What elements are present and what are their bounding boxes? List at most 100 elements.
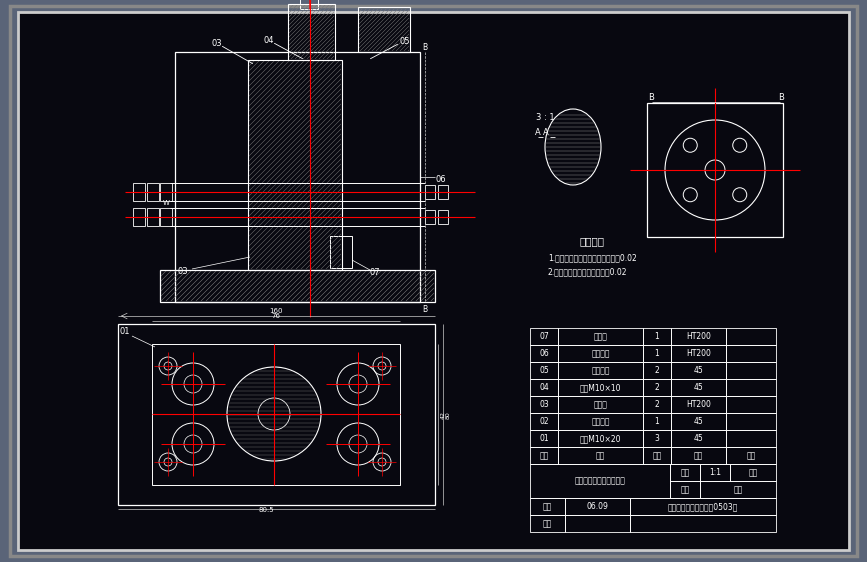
Bar bbox=[700, 464, 730, 481]
Bar bbox=[152, 344, 400, 485]
Bar bbox=[530, 515, 565, 532]
Text: 技术要求: 技术要求 bbox=[579, 236, 604, 246]
Bar bbox=[358, 7, 410, 52]
Bar bbox=[530, 447, 558, 464]
Text: 卡具帧: 卡具帧 bbox=[594, 332, 608, 341]
Text: B: B bbox=[648, 93, 654, 102]
Bar bbox=[558, 396, 643, 413]
Text: B: B bbox=[422, 305, 427, 314]
Bar bbox=[558, 430, 643, 447]
Text: 材料: 材料 bbox=[694, 451, 703, 460]
Bar bbox=[643, 379, 671, 396]
Bar bbox=[558, 413, 643, 430]
Text: 制图: 制图 bbox=[543, 502, 552, 511]
Text: HT200: HT200 bbox=[686, 349, 711, 358]
Text: 04: 04 bbox=[264, 36, 275, 45]
Bar bbox=[643, 413, 671, 430]
Bar bbox=[726, 362, 776, 379]
Bar bbox=[726, 328, 776, 345]
Text: 定位心轴: 定位心轴 bbox=[591, 417, 610, 426]
Bar bbox=[160, 270, 435, 302]
Text: W: W bbox=[163, 200, 170, 206]
Text: A: A bbox=[535, 128, 541, 137]
Bar bbox=[671, 413, 726, 430]
Text: 45: 45 bbox=[694, 366, 703, 375]
Text: 76: 76 bbox=[271, 313, 281, 319]
Bar bbox=[147, 208, 159, 226]
Bar bbox=[671, 396, 726, 413]
Text: 42: 42 bbox=[441, 411, 446, 419]
Bar bbox=[530, 328, 558, 345]
Text: 2.定位心轴与定应面水平度为0.02: 2.定位心轴与定应面水平度为0.02 bbox=[548, 267, 628, 276]
Text: 辫丁M10×20: 辫丁M10×20 bbox=[580, 434, 622, 443]
Bar bbox=[730, 464, 776, 481]
Bar bbox=[726, 396, 776, 413]
Bar bbox=[147, 183, 159, 201]
Text: 45: 45 bbox=[694, 417, 703, 426]
Text: 2: 2 bbox=[655, 383, 660, 392]
Bar bbox=[118, 324, 435, 505]
Text: B: B bbox=[422, 43, 427, 52]
Bar bbox=[438, 210, 448, 224]
Bar bbox=[530, 345, 558, 362]
Text: 1.快換钒套中心与定应面垂直度为0.02: 1.快換钒套中心与定应面垂直度为0.02 bbox=[548, 253, 636, 262]
Bar bbox=[726, 413, 776, 430]
Bar bbox=[330, 236, 352, 268]
Bar bbox=[558, 379, 643, 396]
Text: 名称: 名称 bbox=[596, 451, 605, 460]
Bar bbox=[630, 515, 776, 532]
Bar bbox=[670, 464, 700, 481]
Bar bbox=[671, 328, 726, 345]
Text: 辫丁M10×10: 辫丁M10×10 bbox=[580, 383, 622, 392]
Text: 02: 02 bbox=[539, 417, 549, 426]
Bar bbox=[438, 185, 448, 199]
Bar bbox=[530, 396, 558, 413]
Bar bbox=[133, 183, 145, 201]
Bar bbox=[671, 379, 726, 396]
Text: 1:1: 1:1 bbox=[709, 468, 721, 477]
Bar bbox=[558, 328, 643, 345]
Text: B: B bbox=[778, 93, 784, 102]
Bar bbox=[643, 447, 671, 464]
Text: 01: 01 bbox=[539, 434, 549, 443]
Bar bbox=[726, 447, 776, 464]
Bar bbox=[530, 413, 558, 430]
Bar bbox=[530, 464, 670, 498]
Bar bbox=[160, 183, 172, 201]
Text: 07: 07 bbox=[539, 332, 549, 341]
Bar bbox=[133, 208, 145, 226]
Bar bbox=[300, 0, 318, 9]
Text: 1: 1 bbox=[655, 349, 660, 358]
Bar bbox=[288, 4, 335, 60]
Bar bbox=[671, 362, 726, 379]
Text: 序号: 序号 bbox=[539, 451, 549, 460]
Bar bbox=[630, 498, 776, 515]
Text: 审核: 审核 bbox=[543, 519, 552, 528]
Bar bbox=[530, 379, 558, 396]
Text: 07: 07 bbox=[370, 268, 381, 277]
Text: 45: 45 bbox=[694, 434, 703, 443]
Text: 03: 03 bbox=[539, 400, 549, 409]
Text: 06: 06 bbox=[436, 174, 447, 184]
Bar bbox=[643, 328, 671, 345]
Bar bbox=[530, 362, 558, 379]
Bar bbox=[425, 210, 435, 224]
Text: 45: 45 bbox=[694, 383, 703, 392]
Text: 安装: 安装 bbox=[748, 468, 758, 477]
Bar bbox=[643, 345, 671, 362]
Text: 05: 05 bbox=[539, 366, 549, 375]
Bar bbox=[643, 430, 671, 447]
Bar bbox=[530, 498, 565, 515]
Text: 05: 05 bbox=[400, 37, 410, 46]
Text: 调试: 调试 bbox=[733, 485, 743, 494]
Bar bbox=[726, 430, 776, 447]
Text: 导套套: 导套套 bbox=[594, 400, 608, 409]
Text: 开口垆圈: 开口垆圈 bbox=[591, 349, 610, 358]
Text: 160: 160 bbox=[270, 308, 283, 314]
Bar bbox=[726, 379, 776, 396]
Bar bbox=[726, 345, 776, 362]
Text: 备注: 备注 bbox=[746, 451, 756, 460]
Bar bbox=[647, 103, 783, 237]
Text: 01: 01 bbox=[120, 327, 131, 336]
Bar bbox=[558, 362, 643, 379]
